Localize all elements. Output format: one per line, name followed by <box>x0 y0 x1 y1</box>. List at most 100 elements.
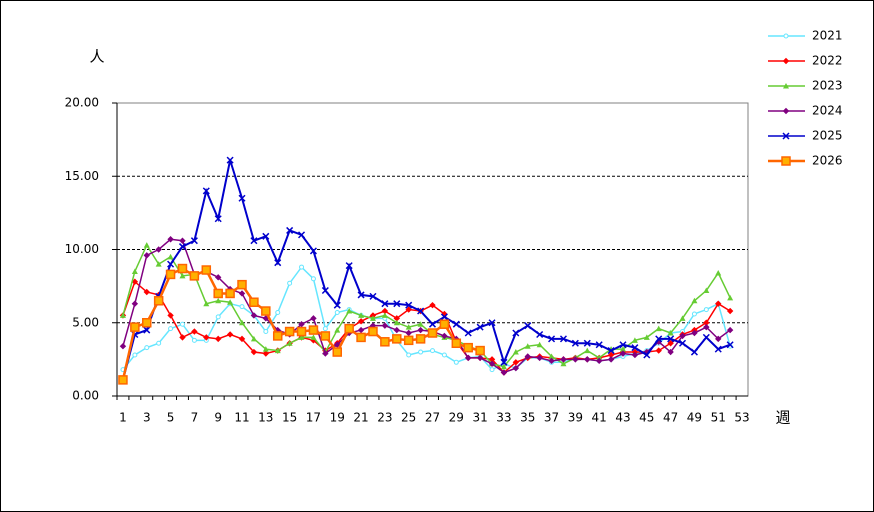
y-tick-label: 15.00 <box>65 169 99 183</box>
marker <box>344 323 354 334</box>
marker <box>237 279 247 290</box>
marker <box>452 320 460 328</box>
marker <box>405 301 413 309</box>
marker <box>369 292 377 300</box>
x-tick-label: 3 <box>143 411 151 425</box>
marker <box>381 300 389 308</box>
marker <box>405 329 412 337</box>
marker <box>393 319 400 326</box>
marker <box>727 294 734 301</box>
marker <box>536 341 543 348</box>
marker <box>130 322 140 332</box>
marker <box>427 328 438 338</box>
marker <box>667 340 674 347</box>
marker <box>190 237 198 245</box>
marker <box>548 335 556 343</box>
marker <box>132 352 138 358</box>
marker <box>144 345 150 351</box>
x-tick-label: 15 <box>282 411 297 425</box>
marker <box>595 341 603 349</box>
marker <box>226 156 234 164</box>
marker <box>334 309 340 315</box>
marker <box>274 347 281 354</box>
x-tick-label: 1 <box>119 411 127 425</box>
marker <box>118 375 128 385</box>
marker <box>463 342 473 353</box>
marker <box>584 347 591 354</box>
legend-marker <box>783 83 789 89</box>
marker <box>179 237 186 244</box>
marker <box>202 187 210 195</box>
marker <box>381 322 389 329</box>
marker <box>583 339 591 347</box>
marker <box>655 335 663 343</box>
x-axis-label: 週 <box>775 409 790 427</box>
x-tick-label: 51 <box>711 411 726 425</box>
marker <box>512 349 519 355</box>
x-tick-label: 21 <box>353 411 368 425</box>
marker <box>453 359 459 365</box>
marker <box>358 312 365 318</box>
marker <box>215 297 222 304</box>
x-tick-label: 23 <box>377 411 392 425</box>
marker <box>572 356 579 363</box>
marker <box>250 348 258 356</box>
legend-label: 2023 <box>812 79 843 93</box>
marker <box>165 269 176 280</box>
marker <box>272 331 283 341</box>
marker <box>274 259 282 267</box>
marker <box>631 344 639 352</box>
marker <box>167 312 174 319</box>
marker <box>489 367 495 373</box>
marker <box>524 322 532 330</box>
marker <box>500 358 508 366</box>
marker <box>178 243 187 251</box>
x-tick-label: 45 <box>639 411 654 425</box>
marker <box>119 342 127 350</box>
marker <box>726 341 734 349</box>
x-tick-label: 39 <box>568 411 583 425</box>
marker <box>143 252 150 259</box>
marker <box>560 360 567 367</box>
marker <box>143 288 150 296</box>
marker <box>167 260 175 268</box>
marker <box>286 226 294 234</box>
marker <box>167 236 174 243</box>
marker <box>250 335 257 342</box>
marker <box>296 326 307 337</box>
marker <box>418 349 424 355</box>
x-tick-label: 43 <box>615 411 630 425</box>
marker <box>559 335 567 343</box>
x-tick-label: 47 <box>663 411 678 425</box>
marker <box>203 334 210 341</box>
legend-label: 2024 <box>812 104 843 118</box>
y-tick-label: 5.00 <box>72 315 99 329</box>
x-tick-label: 35 <box>520 411 535 425</box>
marker <box>168 326 174 332</box>
marker <box>500 369 508 376</box>
marker <box>298 231 306 239</box>
marker <box>179 334 186 341</box>
marker <box>703 287 710 294</box>
marker <box>715 269 722 276</box>
marker <box>439 319 450 329</box>
x-tick-label: 49 <box>687 411 702 425</box>
x-tick-label: 17 <box>306 411 321 425</box>
marker <box>131 300 139 307</box>
marker <box>726 326 734 334</box>
marker <box>226 331 234 338</box>
marker <box>357 318 365 325</box>
x-tick-label: 31 <box>472 411 487 425</box>
marker <box>298 334 305 340</box>
marker <box>142 318 152 328</box>
legend-label: 2022 <box>812 54 843 68</box>
marker <box>643 351 651 359</box>
marker <box>249 297 259 307</box>
marker <box>619 350 627 357</box>
marker <box>430 348 435 354</box>
marker <box>381 312 388 318</box>
marker <box>262 315 270 322</box>
marker <box>155 246 162 253</box>
